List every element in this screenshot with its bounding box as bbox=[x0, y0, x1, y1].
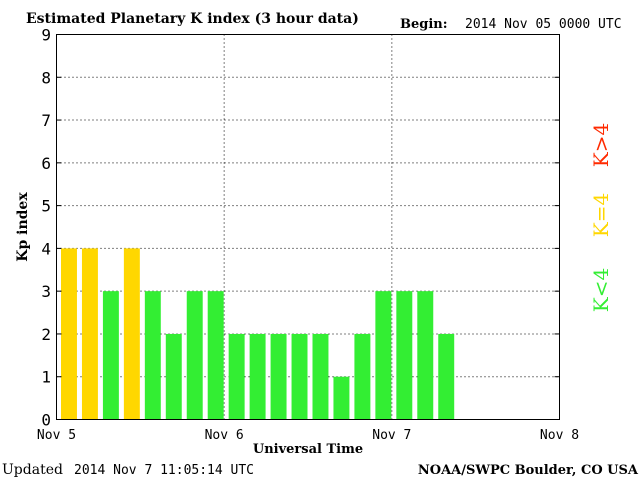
x-tick-label: Nov 8 bbox=[540, 428, 579, 443]
y-axis-label: Kp index bbox=[15, 192, 31, 262]
plot-frame bbox=[56, 34, 560, 420]
chart-title: Estimated Planetary K index (3 hour data… bbox=[26, 11, 359, 27]
y-tick-label: 0 bbox=[41, 411, 51, 430]
kp-bar bbox=[123, 248, 140, 420]
kp-bar bbox=[270, 333, 287, 420]
x-tick-label: Nov 5 bbox=[37, 428, 76, 443]
kp-bar bbox=[417, 291, 434, 420]
kp-bar bbox=[186, 291, 203, 420]
kp-bar bbox=[207, 291, 224, 420]
updated-label: Updated bbox=[2, 462, 63, 478]
kp-bar bbox=[61, 248, 77, 420]
y-tick-label: 3 bbox=[41, 282, 51, 301]
kp-bar bbox=[375, 291, 392, 420]
y-tick-label: 4 bbox=[41, 239, 51, 258]
begin-label: Begin: bbox=[400, 17, 448, 32]
kp-bar bbox=[165, 333, 182, 420]
y-tick-label: 9 bbox=[41, 26, 51, 45]
y-tick-labels: 0 1 2 3 4 5 6 7 8 9 bbox=[41, 26, 560, 430]
kp-bar bbox=[81, 248, 98, 420]
kp-bar bbox=[291, 333, 308, 420]
source-credit: NOAA/SWPC Boulder, CO USA bbox=[418, 463, 639, 478]
y-tick-label: 6 bbox=[41, 154, 51, 173]
kp-bar bbox=[144, 291, 161, 420]
y-tick-label: 1 bbox=[41, 368, 51, 387]
y-tick-label: 8 bbox=[41, 68, 51, 87]
kp-bar bbox=[396, 291, 413, 420]
legend-entry: K=4 bbox=[589, 193, 613, 237]
y-tick-label: 7 bbox=[41, 111, 51, 130]
kp-bar bbox=[228, 333, 245, 420]
x-tick-label: Nov 6 bbox=[205, 428, 244, 443]
kp-bar bbox=[354, 333, 371, 420]
kp-bar bbox=[438, 333, 455, 420]
y-tick-label: 5 bbox=[41, 197, 51, 216]
legend-entry: K<4 bbox=[589, 268, 613, 312]
kp-bar bbox=[102, 291, 119, 420]
legend: K>4 K=4 K<4 bbox=[589, 123, 613, 312]
x-tick-label: Nov 7 bbox=[372, 428, 411, 443]
x-axis-label: Universal Time bbox=[253, 442, 363, 457]
kp-bar bbox=[312, 333, 329, 420]
y-tick-label: 2 bbox=[41, 325, 51, 344]
kp-bar bbox=[249, 333, 266, 420]
updated-value: 2014 Nov 7 11:05:14 UTC bbox=[74, 463, 254, 478]
bars bbox=[61, 248, 455, 420]
x-tick-labels: Nov 5 Nov 6 Nov 7 Nov 8 bbox=[37, 428, 579, 443]
begin-value: 2014 Nov 05 0000 UTC bbox=[465, 17, 622, 32]
legend-entry: K>4 bbox=[589, 123, 613, 167]
kp-bar bbox=[333, 376, 350, 420]
grid bbox=[56, 34, 560, 420]
